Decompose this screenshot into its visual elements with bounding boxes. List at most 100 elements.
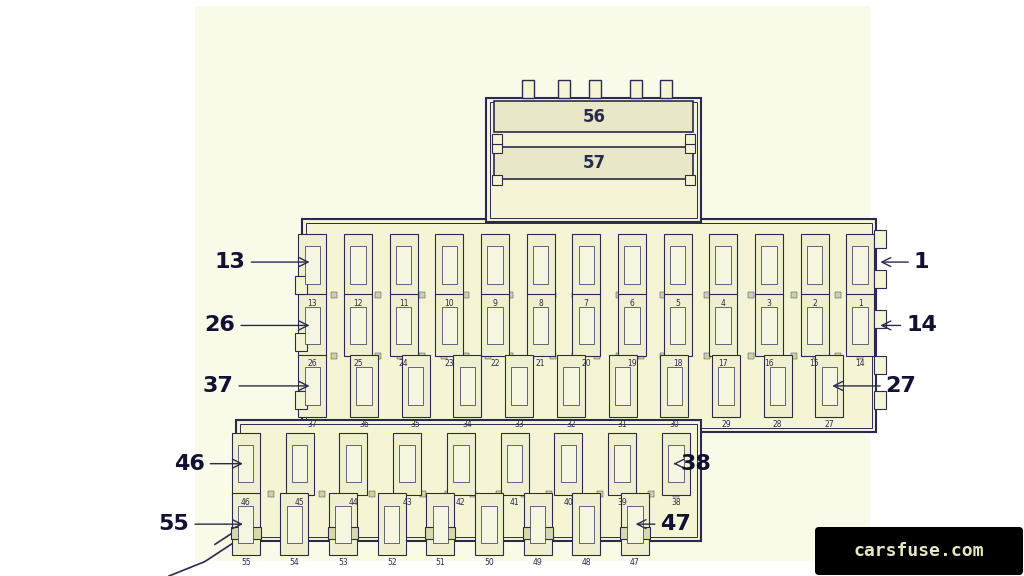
Bar <box>501 433 528 495</box>
Bar <box>393 433 421 495</box>
Bar <box>481 294 509 357</box>
Text: 1: 1 <box>858 299 862 308</box>
Bar <box>532 247 548 283</box>
Bar <box>623 491 629 497</box>
Bar <box>571 491 578 497</box>
Bar <box>547 491 552 497</box>
Text: 22: 22 <box>490 359 500 369</box>
Bar <box>493 134 503 144</box>
Bar <box>659 353 666 359</box>
Text: 40: 40 <box>563 498 573 507</box>
Bar <box>726 292 732 298</box>
Text: 4: 4 <box>721 299 726 308</box>
Bar <box>874 230 887 248</box>
Text: 26: 26 <box>307 359 317 369</box>
Text: 1: 1 <box>882 252 930 272</box>
Bar <box>522 528 553 540</box>
Bar <box>614 367 631 404</box>
Bar <box>521 491 527 497</box>
Bar <box>659 292 666 298</box>
Bar <box>240 425 697 537</box>
Bar <box>396 247 412 283</box>
Bar <box>399 445 415 482</box>
Bar <box>638 292 644 298</box>
Bar <box>389 294 418 357</box>
Bar <box>493 143 503 153</box>
Bar <box>440 292 446 298</box>
Bar <box>550 353 556 359</box>
Bar <box>344 234 372 296</box>
Bar <box>287 506 302 543</box>
Bar <box>298 355 327 417</box>
Bar <box>484 353 490 359</box>
Bar <box>304 247 321 283</box>
Text: 51: 51 <box>435 558 445 567</box>
Text: 50: 50 <box>484 558 494 567</box>
Bar <box>304 307 321 344</box>
Bar <box>621 493 649 555</box>
Bar <box>589 80 601 98</box>
Bar <box>375 353 381 359</box>
Text: 49: 49 <box>532 558 543 567</box>
Bar <box>230 528 261 540</box>
Bar <box>298 294 327 357</box>
Text: 30: 30 <box>670 420 679 429</box>
Bar <box>664 294 691 357</box>
Bar <box>507 353 513 359</box>
Text: 6: 6 <box>630 299 634 308</box>
Bar <box>408 367 424 404</box>
Text: 53: 53 <box>338 558 348 567</box>
Bar <box>460 367 475 404</box>
Text: 25: 25 <box>353 359 362 369</box>
Bar <box>353 292 359 298</box>
Bar <box>819 531 1019 571</box>
Bar <box>685 176 695 185</box>
Bar <box>625 247 640 283</box>
Text: 24: 24 <box>398 359 409 369</box>
Bar <box>470 491 476 497</box>
Bar <box>318 491 325 497</box>
Bar <box>857 292 863 298</box>
Bar <box>617 234 646 296</box>
Bar <box>526 294 555 357</box>
Bar <box>231 433 260 495</box>
Text: 28: 28 <box>773 420 782 429</box>
Bar <box>682 292 688 298</box>
Bar <box>441 247 457 283</box>
Bar <box>710 234 737 296</box>
Bar <box>295 334 307 351</box>
Bar <box>481 234 509 296</box>
Text: 29: 29 <box>721 420 731 429</box>
Bar <box>874 310 887 328</box>
Bar <box>293 491 299 497</box>
Bar <box>397 292 403 298</box>
Bar <box>435 234 463 296</box>
Bar <box>532 307 548 344</box>
Bar <box>670 307 685 344</box>
Bar <box>874 270 887 288</box>
Bar <box>594 292 600 298</box>
Text: carsfuse.com: carsfuse.com <box>854 542 984 560</box>
Bar <box>453 445 469 482</box>
Text: 23: 23 <box>444 359 454 369</box>
Bar <box>495 101 693 132</box>
Bar <box>335 506 351 543</box>
Bar <box>852 247 868 283</box>
Bar <box>344 294 372 357</box>
Bar <box>441 307 457 344</box>
Bar <box>755 234 783 296</box>
Bar <box>302 219 876 432</box>
Text: 13: 13 <box>307 299 317 308</box>
Bar <box>529 506 546 543</box>
Bar <box>487 247 503 283</box>
Bar <box>238 445 254 482</box>
Text: 52: 52 <box>387 558 396 567</box>
Bar <box>445 491 452 497</box>
FancyBboxPatch shape <box>815 527 1023 575</box>
Bar <box>446 433 475 495</box>
Bar <box>304 367 321 404</box>
Bar <box>874 391 887 409</box>
Text: 17: 17 <box>719 359 728 369</box>
Bar <box>813 353 819 359</box>
Bar <box>522 80 535 98</box>
